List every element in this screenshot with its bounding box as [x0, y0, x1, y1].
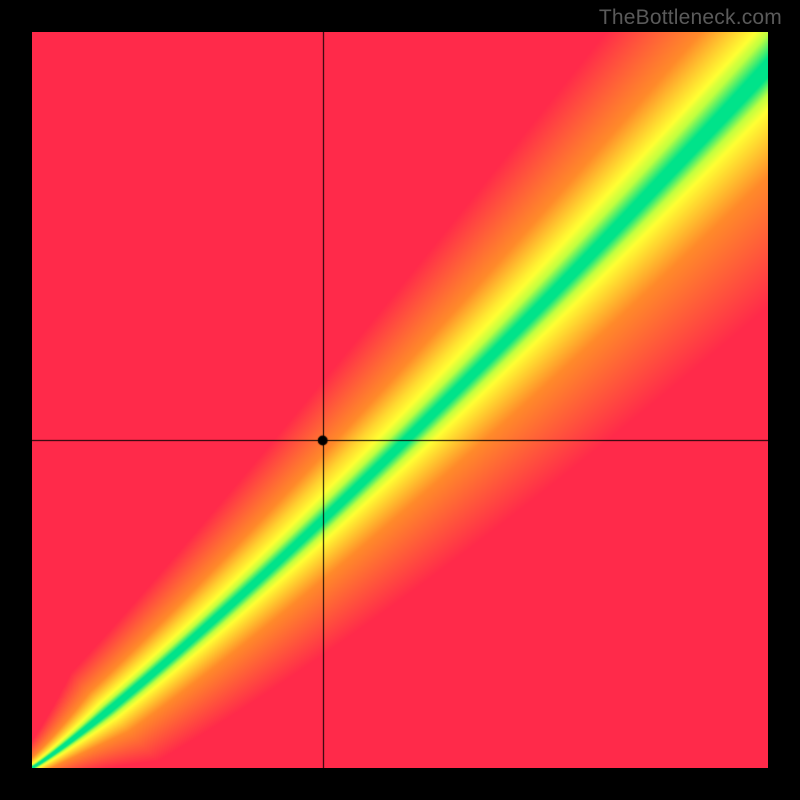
crosshair-overlay: [32, 32, 768, 768]
watermark-text: TheBottleneck.com: [599, 6, 782, 30]
chart-container: TheBottleneck.com: [0, 0, 800, 800]
